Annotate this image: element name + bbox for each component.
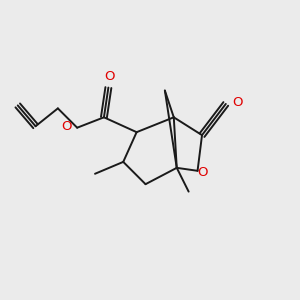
Text: O: O bbox=[105, 70, 115, 83]
Text: O: O bbox=[232, 96, 242, 109]
Text: O: O bbox=[61, 120, 72, 133]
Text: O: O bbox=[197, 166, 207, 179]
